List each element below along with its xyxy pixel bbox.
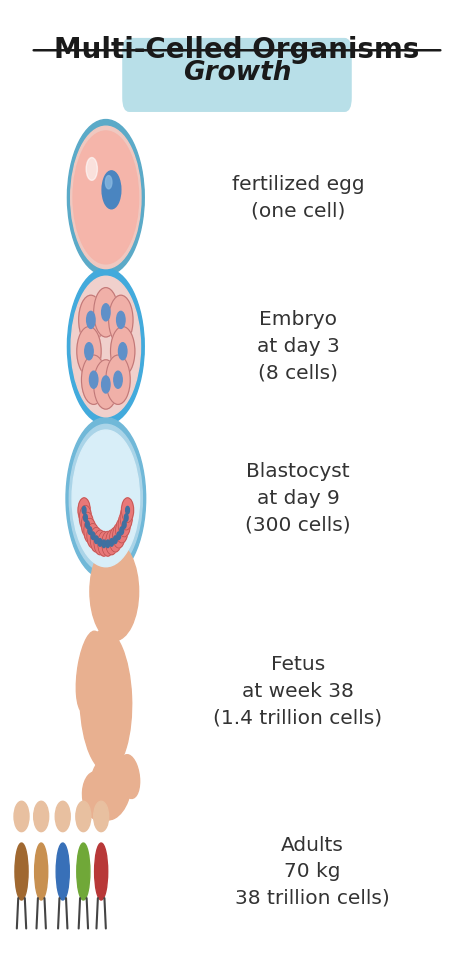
Circle shape <box>94 536 98 543</box>
Circle shape <box>101 304 110 321</box>
Circle shape <box>90 542 138 641</box>
Circle shape <box>71 276 140 416</box>
Ellipse shape <box>80 629 132 772</box>
Circle shape <box>102 531 114 556</box>
Circle shape <box>90 371 98 389</box>
Circle shape <box>94 801 109 832</box>
Circle shape <box>110 327 135 376</box>
Circle shape <box>120 527 124 535</box>
Ellipse shape <box>77 843 90 900</box>
Circle shape <box>69 424 142 572</box>
Circle shape <box>122 520 126 528</box>
Circle shape <box>71 126 141 268</box>
Circle shape <box>83 514 87 521</box>
Text: fertilized egg
(one cell): fertilized egg (one cell) <box>232 175 364 221</box>
Circle shape <box>82 355 106 404</box>
Circle shape <box>79 295 103 345</box>
Circle shape <box>113 536 117 543</box>
Circle shape <box>117 311 125 329</box>
Ellipse shape <box>82 772 110 819</box>
Circle shape <box>118 512 130 537</box>
Circle shape <box>121 498 134 522</box>
Text: Growth: Growth <box>183 60 291 86</box>
Circle shape <box>86 158 97 180</box>
Circle shape <box>109 295 133 345</box>
Circle shape <box>14 801 29 832</box>
Circle shape <box>91 532 95 540</box>
Circle shape <box>106 530 118 555</box>
Circle shape <box>113 523 125 548</box>
Circle shape <box>82 512 93 537</box>
FancyBboxPatch shape <box>122 38 352 112</box>
Circle shape <box>76 801 91 832</box>
Circle shape <box>88 527 92 535</box>
Circle shape <box>94 530 106 555</box>
Circle shape <box>98 531 110 556</box>
Circle shape <box>90 527 102 552</box>
Circle shape <box>98 539 102 546</box>
Circle shape <box>34 801 49 832</box>
Circle shape <box>67 268 144 424</box>
Circle shape <box>106 355 130 404</box>
Ellipse shape <box>90 753 131 820</box>
Circle shape <box>105 176 112 189</box>
Circle shape <box>117 532 120 540</box>
Circle shape <box>102 171 121 209</box>
Circle shape <box>118 343 127 360</box>
Circle shape <box>84 519 96 543</box>
Circle shape <box>116 519 128 543</box>
Circle shape <box>73 131 138 264</box>
Ellipse shape <box>76 631 102 713</box>
Text: Adults
70 kg
38 trillion cells): Adults 70 kg 38 trillion cells) <box>235 836 389 907</box>
Circle shape <box>87 523 99 548</box>
Ellipse shape <box>119 754 140 798</box>
Ellipse shape <box>95 843 108 900</box>
Circle shape <box>77 327 101 376</box>
Circle shape <box>94 287 118 337</box>
Text: Blastocyst
at day 9
(300 cells): Blastocyst at day 9 (300 cells) <box>245 462 351 535</box>
Circle shape <box>82 506 86 514</box>
Circle shape <box>79 505 91 530</box>
Circle shape <box>106 540 109 547</box>
Text: Embryo
at day 3
(8 cells): Embryo at day 3 (8 cells) <box>256 310 339 382</box>
Circle shape <box>87 311 95 329</box>
Circle shape <box>124 514 128 521</box>
Ellipse shape <box>15 843 28 900</box>
Circle shape <box>85 343 93 360</box>
Text: Multi-Celled Organisms: Multi-Celled Organisms <box>55 36 419 64</box>
Circle shape <box>67 119 144 275</box>
Circle shape <box>114 371 122 389</box>
Circle shape <box>110 539 114 546</box>
Circle shape <box>55 801 70 832</box>
Circle shape <box>101 376 110 393</box>
Circle shape <box>109 527 121 552</box>
Circle shape <box>72 430 139 566</box>
Circle shape <box>120 505 132 530</box>
Circle shape <box>66 417 146 579</box>
Circle shape <box>78 498 90 522</box>
Text: Fetus
at week 38
(1.4 trillion cells): Fetus at week 38 (1.4 trillion cells) <box>213 655 383 727</box>
Circle shape <box>126 506 129 514</box>
Ellipse shape <box>35 843 48 900</box>
Circle shape <box>94 360 118 409</box>
Ellipse shape <box>56 843 69 900</box>
Circle shape <box>102 540 106 547</box>
Circle shape <box>85 520 89 528</box>
